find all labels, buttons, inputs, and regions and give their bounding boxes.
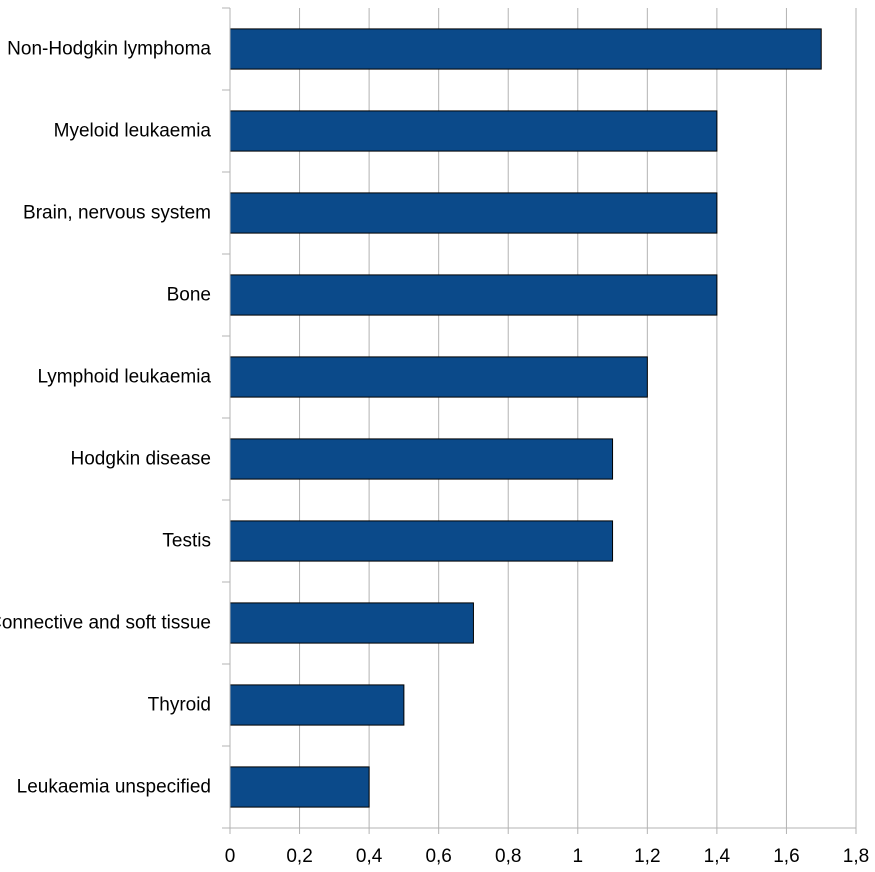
bar [229,110,718,152]
category-label: Testis [162,531,211,552]
x-tick-label: 1 [572,846,583,867]
x-tick-label: 1,6 [773,846,799,867]
x-tick-label: 0,4 [356,846,383,867]
bar [229,192,718,234]
category-label: Connective and soft tissue [0,613,211,634]
category-label: Lymphoid leukaemia [37,367,211,388]
bar [229,28,822,70]
bar [229,274,718,316]
x-tick-label: 1,8 [843,846,869,867]
bar [229,520,614,562]
bar [229,684,405,726]
category-label: Non-Hodgkin lymphoma [7,39,211,60]
x-tick-label: 0,6 [425,846,451,867]
x-tick-label: 1,2 [634,846,660,867]
x-tick-label: 0 [225,846,236,867]
x-tick-label: 0,2 [286,846,312,867]
bar [229,356,648,398]
category-label: Hodgkin disease [71,449,211,470]
bar [229,602,474,644]
x-tick-labels: 0 0,2 0,4 0,6 0,8 1 1,2 1,4 1,6 1,8 [225,846,870,867]
x-tick-label: 0,8 [495,846,521,867]
bar [229,766,370,808]
category-labels: Non-Hodgkin lymphoma Myeloid leukaemia Bra… [0,39,211,798]
bar [229,438,614,480]
category-label: Myeloid leukaemia [54,121,212,142]
category-label: Leukaemia unspecified [17,777,211,798]
category-label: Thyroid [148,695,211,716]
category-label: Bone [167,285,211,306]
category-label: Brain, nervous system [23,203,211,224]
x-tick-label: 1,4 [704,846,731,867]
bars [229,28,822,808]
axes [222,7,857,834]
